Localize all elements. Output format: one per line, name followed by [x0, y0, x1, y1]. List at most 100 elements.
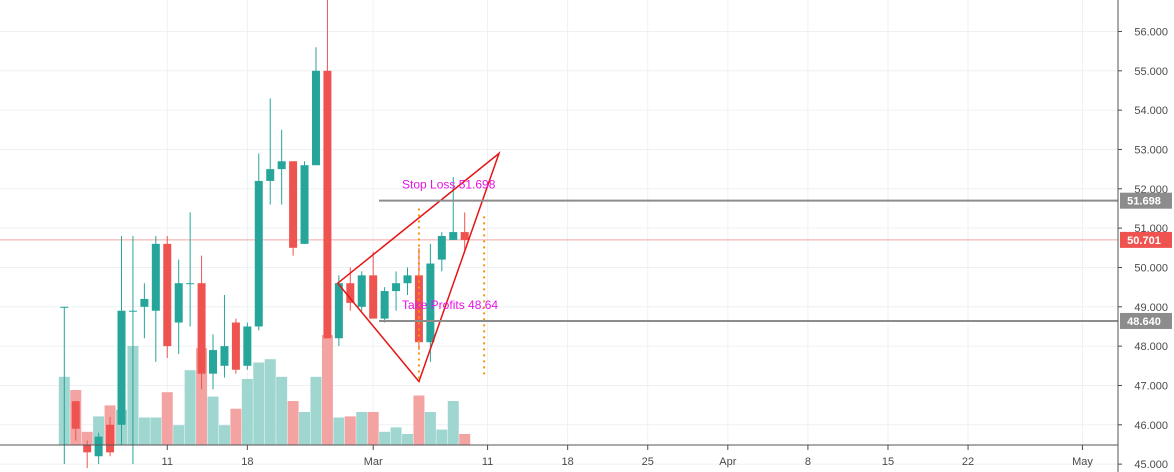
x-tick-label: Apr: [719, 456, 736, 468]
x-tick-label: 15: [882, 456, 894, 468]
x-tick-label: 8: [805, 456, 811, 468]
x-tick-label: May: [1072, 456, 1093, 468]
candle-body: [346, 283, 355, 303]
volume-bar: [287, 401, 299, 445]
volume-bar: [173, 425, 185, 445]
level-annotation: Take Profits 48.64: [402, 298, 498, 312]
volume-bar: [150, 417, 162, 445]
y-tick-label: 45.000: [1134, 459, 1168, 471]
volume-bar: [81, 431, 93, 445]
candle-body: [460, 232, 469, 240]
price-tags: 51.698 48.640 50.701: [1120, 192, 1172, 329]
volume-bar: [196, 348, 208, 445]
candle-body: [437, 236, 446, 260]
last-price-tag: 50.701: [1127, 235, 1161, 247]
candle-body: [140, 298, 149, 307]
volume-bar: [344, 416, 356, 445]
volume-bar: [264, 359, 276, 445]
candle-body: [277, 161, 286, 170]
candle-body: [449, 232, 458, 240]
candle-body: [243, 326, 252, 366]
price-axis: 45.00046.00047.00048.00049.00050.00051.0…: [1117, 0, 1168, 472]
volume-bar: [356, 412, 368, 445]
volume-bar: [413, 395, 425, 445]
volume-bar: [367, 412, 379, 445]
candle-body: [186, 283, 195, 285]
x-tick-label: 11: [162, 456, 173, 468]
candle-body: [106, 424, 115, 453]
candle-body: [151, 243, 160, 311]
volume-bar: [310, 376, 322, 445]
candle-body: [426, 263, 435, 343]
x-tick-label: 18: [562, 456, 574, 468]
volume-bar: [436, 429, 448, 445]
volume-bar: [93, 416, 105, 445]
level-tag-bg: [1120, 312, 1172, 329]
volume-bar: [253, 362, 265, 445]
last-price-tag-bg: [1120, 231, 1172, 248]
volume-bar: [390, 427, 402, 445]
volume-bar: [321, 335, 333, 445]
y-tick-label: 46.000: [1134, 420, 1168, 432]
volume-bar: [207, 396, 219, 445]
candle-body: [174, 283, 183, 323]
candle-body: [334, 283, 343, 339]
candle-body: [128, 310, 137, 312]
candle-body: [209, 350, 218, 374]
candle-body: [311, 70, 320, 166]
y-tick-label: 55.000: [1134, 66, 1168, 78]
volume-bar: [333, 417, 345, 445]
candle-body: [392, 283, 401, 292]
volume-bar: [138, 417, 150, 445]
y-tick-label: 49.000: [1134, 302, 1168, 314]
volume-bar: [161, 392, 173, 445]
volume-bar: [184, 370, 196, 445]
level-tag: 51.698: [1127, 196, 1161, 208]
x-tick-label: 22: [962, 456, 974, 468]
candles: [60, 0, 469, 469]
candle-body: [357, 275, 366, 307]
volume-bar: [424, 412, 436, 445]
candle-body: [323, 70, 332, 339]
y-tick-label: 53.000: [1134, 144, 1168, 156]
volume-bar: [402, 434, 413, 445]
volume-bar: [459, 434, 471, 445]
x-tick-label: 25: [642, 456, 654, 468]
x-tick-label: Mar: [364, 456, 383, 468]
level-tag-bg: [1120, 192, 1172, 209]
volume-bar: [218, 425, 230, 445]
candle-body: [369, 275, 378, 319]
x-tick-label: 18: [241, 456, 253, 468]
drawings: Stop Loss 51.698 Take Profits 48.64: [336, 151, 1118, 384]
y-tick-label: 54.000: [1134, 105, 1168, 117]
candle-body: [289, 161, 298, 248]
candle-body: [266, 169, 275, 181]
volume-bar: [230, 408, 242, 445]
level-annotation: Stop Loss 51.698: [402, 178, 496, 192]
candle-body: [197, 283, 206, 374]
candle-body: [163, 243, 172, 347]
y-tick-label: 47.000: [1134, 380, 1168, 392]
wedge-pattern: [336, 151, 501, 384]
volume-bar: [276, 376, 288, 445]
time-axis: 1118Mar111825Apr81522May13: [0, 444, 1118, 468]
x-tick-label: 11: [482, 456, 493, 468]
candle-body: [380, 291, 389, 319]
candle-body: [300, 165, 309, 244]
candle-body: [220, 346, 229, 366]
candle-body: [231, 322, 240, 370]
volume-bar: [299, 412, 311, 445]
candle-body: [60, 306, 69, 308]
candle-body: [117, 310, 126, 425]
level-tag: 48.640: [1127, 316, 1161, 328]
candle-body: [403, 275, 412, 284]
volume-bar: [379, 431, 391, 445]
candle-body: [414, 275, 423, 343]
volume-bar: [241, 379, 253, 445]
candle-body: [254, 180, 263, 327]
candle-body: [83, 444, 92, 453]
candle-body: [71, 401, 80, 429]
candle-body: [94, 436, 103, 457]
